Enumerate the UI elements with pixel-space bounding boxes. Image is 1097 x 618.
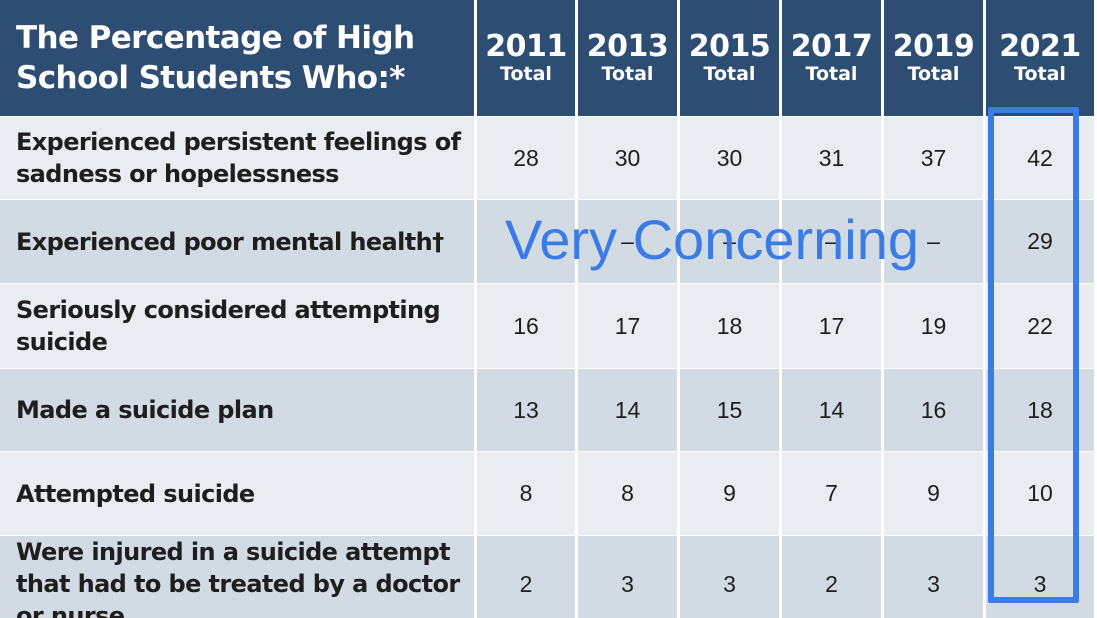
row-label: Attempted suicide <box>0 452 477 536</box>
column-header-2019: 2019 Total <box>884 0 986 117</box>
column-year: 2021 <box>999 29 1081 64</box>
table-row: Were injured in a suicide attempt that h… <box>0 536 1097 618</box>
column-year: 2011 <box>485 29 567 64</box>
table-row: Experienced poor mental health† – – – – … <box>0 200 1097 284</box>
row-label: Seriously considered attempting suicide <box>0 284 477 369</box>
column-subheader: Total <box>500 63 552 85</box>
column-year: 2013 <box>586 29 669 64</box>
table-row: Seriously considered attempting suicide … <box>0 284 1097 369</box>
table-cell: 14 <box>578 369 680 452</box>
table-cell: 16 <box>477 284 578 369</box>
table-cell: 3 <box>680 536 782 618</box>
column-year: 2017 <box>790 29 873 64</box>
table-cell <box>477 200 578 284</box>
column-header-2021: 2021 Total <box>986 0 1097 117</box>
table-cell: – <box>578 200 680 284</box>
column-year: 2019 <box>892 29 975 64</box>
table-cell: 18 <box>680 284 782 369</box>
column-subheader: Total <box>805 63 858 85</box>
column-header-2011: 2011 Total <box>477 0 578 117</box>
column-subheader: Total <box>907 63 960 85</box>
row-label: Experienced poor mental health† <box>0 200 477 284</box>
table-cell: 30 <box>680 117 782 200</box>
table-cell: – <box>782 200 884 284</box>
table-cell: 14 <box>782 369 884 452</box>
table-cell: 8 <box>578 452 680 536</box>
column-subheader: Total <box>601 63 654 85</box>
table-cell: 30 <box>578 117 680 200</box>
annotation-text: Very Concerning <box>505 208 920 271</box>
table-cell: 2 <box>782 536 884 618</box>
table-cell: 9 <box>884 452 986 536</box>
table-cell: 9 <box>680 452 782 536</box>
table-cell: 3 <box>578 536 680 618</box>
table-title: The Percentage of High School Students W… <box>0 0 477 117</box>
table-cell: 17 <box>782 284 884 369</box>
highlight-box-2021 <box>988 107 1079 603</box>
table-cell: 13 <box>477 369 578 452</box>
table-cell: 37 <box>884 117 986 200</box>
table-cell: 28 <box>477 117 578 200</box>
table-cell: 7 <box>782 452 884 536</box>
table-cell: 19 <box>884 284 986 369</box>
table-cell: 17 <box>578 284 680 369</box>
table-cell: 16 <box>884 369 986 452</box>
column-header-2015: 2015 Total <box>680 0 782 117</box>
row-label: Were injured in a suicide attempt that h… <box>0 536 477 618</box>
table-cell: 31 <box>782 117 884 200</box>
table-cell: – <box>884 200 986 284</box>
table-cell: – <box>680 200 782 284</box>
table-row: Made a suicide plan 13 14 15 14 16 18 <box>0 369 1097 452</box>
row-label: Experienced persistent feelings of sadne… <box>0 117 477 200</box>
column-subheader: Total <box>1014 63 1066 85</box>
row-label: Made a suicide plan <box>0 369 477 452</box>
table-row: Experienced persistent feelings of sadne… <box>0 117 1097 200</box>
table-cell: 15 <box>680 369 782 452</box>
column-subheader: Total <box>703 63 756 85</box>
table-cell: 2 <box>477 536 578 618</box>
table-cell: 3 <box>884 536 986 618</box>
column-header-2013: 2013 Total <box>578 0 680 117</box>
header-row: The Percentage of High School Students W… <box>0 0 1097 117</box>
column-year: 2015 <box>688 29 771 64</box>
table-cell: 8 <box>477 452 578 536</box>
column-header-2017: 2017 Total <box>782 0 884 117</box>
table-row: Attempted suicide 8 8 9 7 9 10 <box>0 452 1097 536</box>
